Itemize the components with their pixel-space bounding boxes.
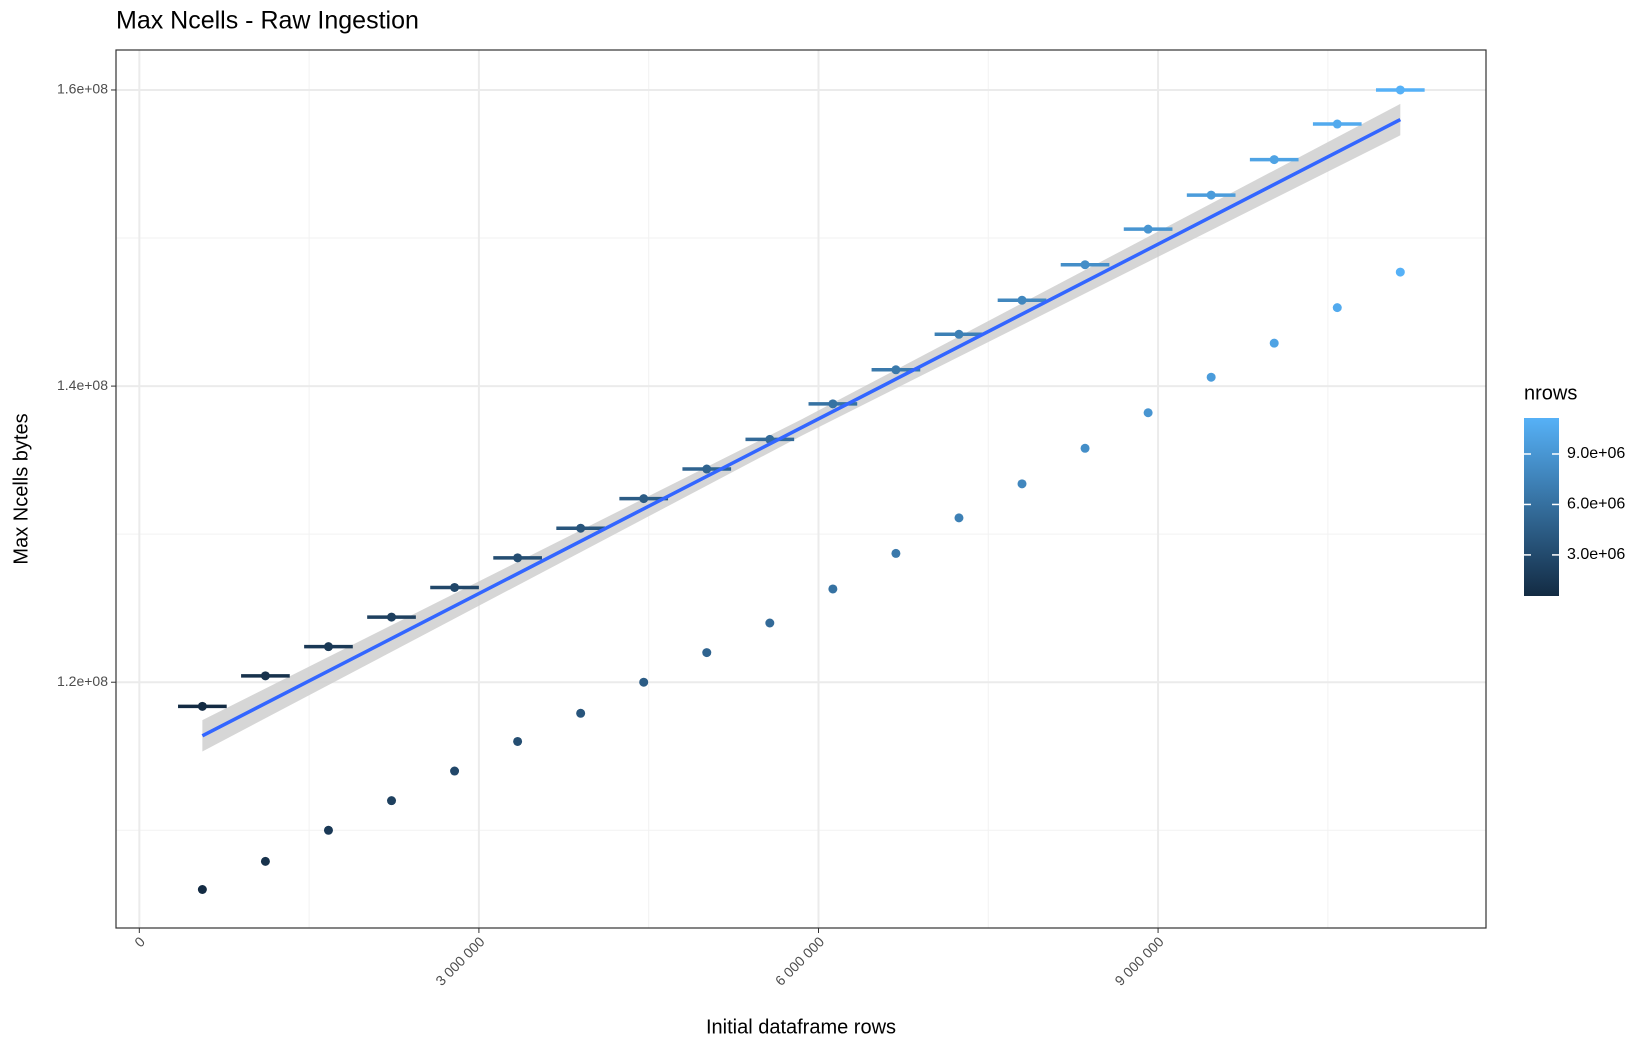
point bbox=[450, 582, 460, 592]
legend-label: 3.0e+06 bbox=[1567, 546, 1625, 563]
point bbox=[450, 766, 460, 776]
point bbox=[1332, 303, 1342, 313]
legend-label: 6.0e+06 bbox=[1567, 496, 1625, 513]
point bbox=[639, 677, 649, 687]
point bbox=[576, 708, 586, 718]
point bbox=[576, 523, 586, 533]
x-axis-title: Initial dataframe rows bbox=[706, 1016, 896, 1038]
point bbox=[828, 399, 838, 409]
legend-label: 9.0e+06 bbox=[1567, 445, 1625, 462]
colorbar bbox=[1524, 418, 1559, 596]
y-tick-label: 1.2e+08 bbox=[57, 673, 108, 689]
point bbox=[1143, 224, 1153, 234]
point bbox=[1206, 372, 1216, 382]
x-tick-label: 9 000 000 bbox=[1111, 933, 1167, 989]
point bbox=[387, 612, 397, 622]
x-tick-label: 0 bbox=[131, 933, 148, 950]
point bbox=[1143, 408, 1153, 418]
plot-border bbox=[115, 49, 1487, 929]
x-tick-label: 3 000 000 bbox=[432, 933, 488, 989]
point bbox=[260, 856, 270, 866]
point bbox=[891, 548, 901, 558]
point bbox=[1395, 267, 1405, 277]
point bbox=[954, 329, 964, 339]
chart-title: Max Ncells - Raw Ingestion bbox=[116, 7, 419, 35]
y-axis-title: Max Ncells bytes bbox=[10, 413, 32, 564]
point bbox=[702, 648, 712, 658]
point bbox=[765, 618, 775, 628]
point bbox=[323, 642, 333, 652]
point bbox=[1332, 119, 1342, 129]
point bbox=[891, 365, 901, 375]
y-tick-label: 1.4e+08 bbox=[57, 377, 108, 393]
point bbox=[260, 671, 270, 681]
x-tick-label: 6 000 000 bbox=[772, 933, 828, 989]
point bbox=[1017, 295, 1027, 305]
point bbox=[387, 796, 397, 806]
point bbox=[197, 701, 207, 711]
point bbox=[1395, 85, 1405, 95]
point bbox=[639, 494, 649, 504]
y-tick-label: 1.6e+08 bbox=[57, 81, 108, 97]
point bbox=[702, 464, 712, 474]
point bbox=[954, 513, 964, 523]
point bbox=[1017, 479, 1027, 489]
point bbox=[828, 584, 838, 594]
fit-line bbox=[201, 118, 1402, 738]
point bbox=[1269, 155, 1279, 165]
point bbox=[1269, 338, 1279, 348]
point bbox=[1080, 260, 1090, 270]
point bbox=[197, 885, 207, 895]
point bbox=[513, 736, 523, 746]
point bbox=[1080, 443, 1090, 453]
point bbox=[513, 553, 523, 563]
point bbox=[1206, 190, 1216, 200]
legend-title: nrows bbox=[1524, 382, 1577, 404]
point bbox=[323, 825, 333, 835]
